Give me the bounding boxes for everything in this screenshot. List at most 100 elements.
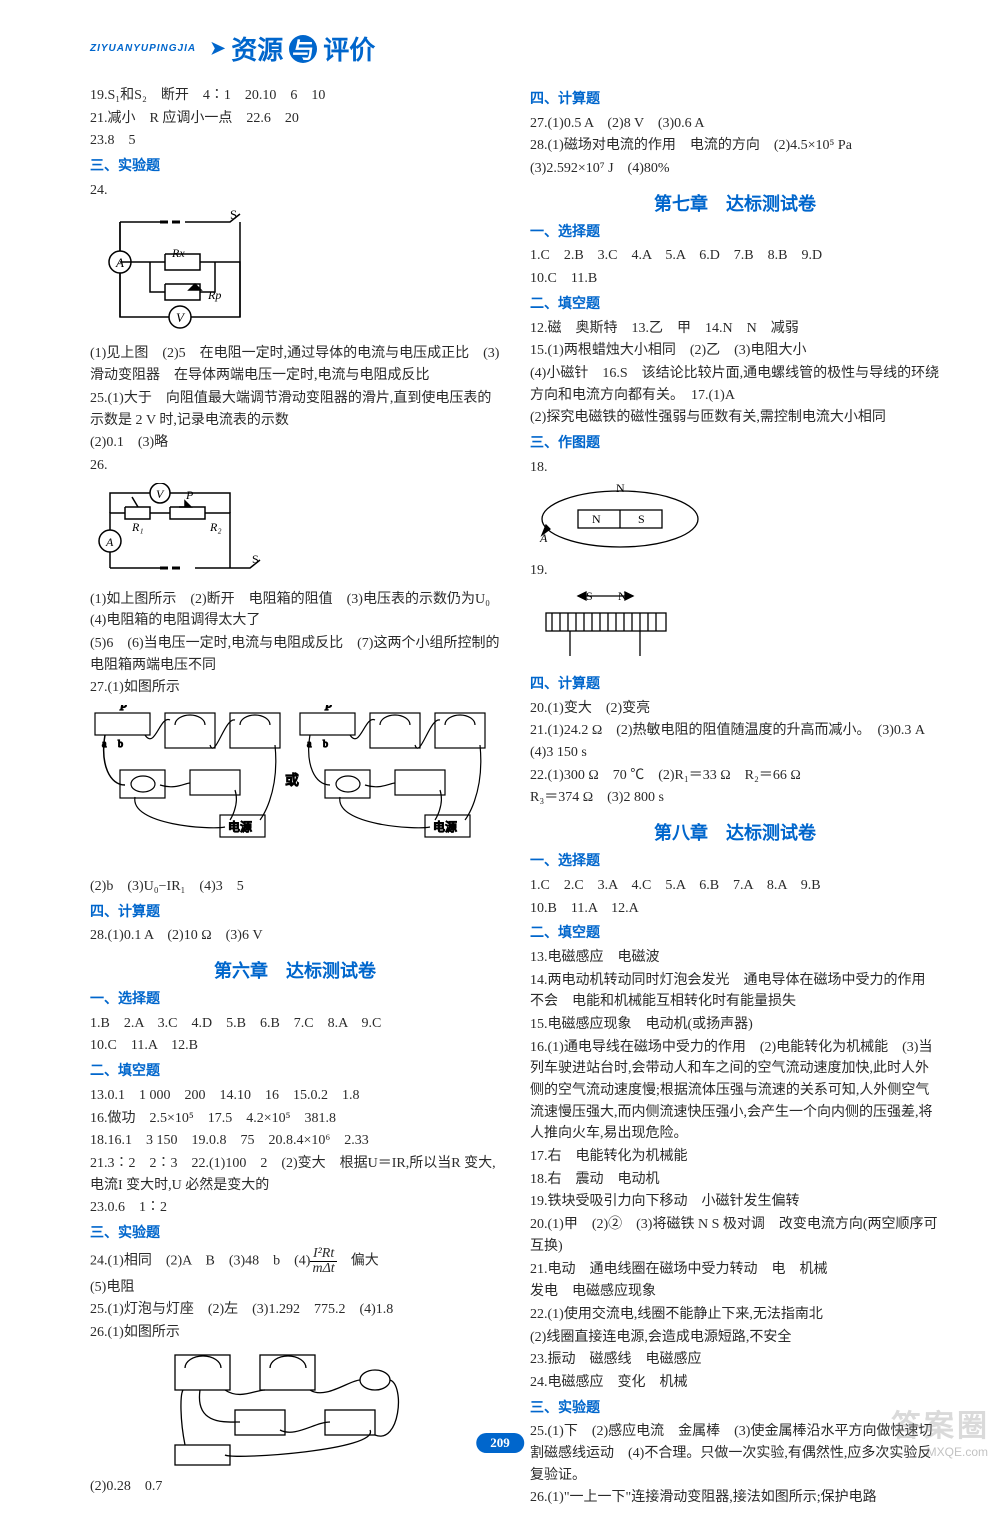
text-line: (2)0.28 0.7 [90, 1476, 500, 1498]
text-line: 20.(1)变大 (2)变亮 [530, 698, 940, 720]
section-heading: 二、填空题 [530, 923, 940, 945]
svg-text:a: a [102, 739, 107, 750]
text-line: (4)小磁针 16.S 该结论比较片面,通电螺线管的极性与导线的环绕方向和电流方… [530, 363, 940, 406]
text-line: R₃＝374 Ω (3)2 800 s [530, 787, 940, 809]
page-header: ZIYUANYUPINGJIA ➤ 资源 与 评价 [90, 30, 940, 67]
svg-text:N: N [618, 589, 627, 603]
right-column: 四、计算题 27.(1)0.5 A (2)8 V (3)0.6 A 28.(1)… [530, 85, 940, 1510]
watermark-url: MXQE.com [927, 1445, 988, 1459]
diagram-19: S N [530, 588, 940, 668]
text-line: 1.B 2.A 3.C 4.D 5.B 6.B 7.C 8.A 9.C [90, 1013, 500, 1035]
circuit-diagram-24: S A V Rx Rp [90, 207, 500, 337]
section-heading: 二、填空题 [90, 1061, 500, 1083]
watermark-text: 答案圈 [891, 1401, 990, 1445]
text-line: 26. [90, 455, 500, 477]
circuit-diagram-26b [90, 1350, 500, 1470]
section-heading: 一、选择题 [530, 222, 940, 244]
section-heading: 一、选择题 [530, 851, 940, 873]
svg-text:N: N [616, 484, 625, 495]
text-line: 12.磁 奥斯特 13.乙 甲 14.N N 减弱 [530, 318, 940, 340]
text-line: 10.C 11.A 12.B [90, 1035, 500, 1057]
section-heading: 四、计算题 [90, 902, 500, 924]
header-title-yu: 与 [289, 35, 317, 63]
text-line: 15.电磁感应现象 电动机(或扬声器) [530, 1014, 940, 1036]
arrow-icon: ➤ [210, 38, 225, 59]
text-line: (5)6 (6)当电压一定时,电流与电阻成反比 (7)这两个小组所控制的电阻箱两… [90, 633, 500, 676]
text-line: 21.减小 R 应调小一点 22.6 20 [90, 108, 500, 130]
text-line: (1)如上图所示 (2)断开 电阻箱的阻值 (3)电压表的示数仍为U₀ (4)电… [90, 589, 500, 632]
text-line: 27.(1)如图所示 [90, 677, 500, 699]
text-line: (2)b (3)U₀−IR₁ (4)3 5 [90, 876, 500, 898]
page-number-badge: 209 [476, 1433, 524, 1453]
text-line: 10.B 11.A 12.A [530, 898, 940, 920]
text-line: 16.做功 2.5×10⁵ 17.5 4.2×10⁵ 381.8 [90, 1108, 500, 1130]
text-line: 24.(1)相同 (2)A B (3)48 b (4) I²Rt mΔt 偏大 [90, 1247, 500, 1276]
text-line: 28.(1)0.1 A (2)10 Ω (3)6 V [90, 925, 500, 947]
svg-text:P: P [324, 705, 332, 713]
svg-text:R₁: R₁ [131, 520, 144, 534]
circuit-diagram-27: P a b 电源 [90, 705, 500, 870]
text-line: 24.电磁感应 变化 机械 [530, 1372, 940, 1394]
section-heading: 三、实验题 [90, 156, 500, 178]
text-line: 24. [90, 180, 500, 202]
section-heading: 三、实验题 [530, 1398, 940, 1420]
svg-text:Rp: Rp [207, 288, 221, 302]
left-column: 19.S₁和S₂ 断开 4∶1 20.10 6 10 21.减小 R 应调小一点… [90, 85, 500, 1510]
text-fragment: 偏大 [337, 1253, 379, 1268]
text-line: 23.0.6 1∶2 [90, 1197, 500, 1219]
svg-text:S: S [638, 512, 645, 526]
text-line: 1.C 2.C 3.A 4.C 5.A 6.B 7.A 8.A 9.B [530, 875, 940, 897]
section-heading: 三、作图题 [530, 433, 940, 455]
text-line: 1.C 2.B 3.C 4.A 5.A 6.D 7.B 8.B 9.D [530, 245, 940, 267]
header-title-prefix: 资源 [231, 30, 283, 67]
chapter-heading: 第七章 达标测试卷 [530, 190, 940, 216]
diagram-18: N N S A [530, 484, 940, 554]
text-line: 13.电磁感应 电磁波 [530, 947, 940, 969]
text-line: 18.右 震动 电动机 [530, 1169, 940, 1191]
text-line: 17.右 电能转化为机械能 [530, 1146, 940, 1168]
text-line: 27.(1)0.5 A (2)8 V (3)0.6 A [530, 113, 940, 135]
text-line: 19.S₁和S₂ 断开 4∶1 20.10 6 10 [90, 85, 500, 107]
section-heading: 四、计算题 [530, 89, 940, 111]
text-line: 13.0.1 1 000 200 14.10 16 15.0.2 1.8 [90, 1085, 500, 1107]
section-heading: 一、选择题 [90, 989, 500, 1011]
text-line: (2)线圈直接连电源,会造成电源短路,不安全 [530, 1327, 940, 1349]
text-line: 26.(1)如图所示 [90, 1322, 500, 1344]
circuit-diagram-26: A V R₁ R₂ P S [90, 483, 500, 583]
text-line: (5)电阻 [90, 1277, 500, 1299]
text-line: 23.振动 磁感线 电磁感应 [530, 1349, 940, 1371]
text-line: 23.8 5 [90, 130, 500, 152]
svg-text:a: a [307, 739, 312, 750]
text-line: 22.(1)300 Ω 70 ℃ (2)R₁＝33 Ω R₂＝66 Ω [530, 765, 940, 787]
text-line: (1)见上图 (2)5 在电阻一定时,通过导体的电流与电压成正比 (3)滑动变阻… [90, 343, 500, 386]
text-line: 发电 电磁感应现象 [530, 1281, 940, 1303]
text-line: 21.(1)24.2 Ω (2)热敏电阻的阻值随温度的升高而减小。 (3)0.3… [530, 720, 940, 763]
section-heading: 四、计算题 [530, 674, 940, 696]
text-line: 25.(1)灯泡与灯座 (2)左 (3)1.292 775.2 (4)1.8 [90, 1299, 500, 1321]
text-line: (2)0.1 (3)略 [90, 432, 500, 454]
text-line: 18.16.1 3 150 19.0.8 75 20.8.4×10⁶ 2.33 [90, 1130, 500, 1152]
text-line: 19. [530, 560, 940, 582]
svg-text:S: S [586, 589, 593, 603]
text-line: 16.(1)通电导线在磁场中受力的作用 (2)电能转化为机械能 (3)当列车驶进… [530, 1037, 940, 1145]
svg-text:或: 或 [285, 773, 299, 789]
svg-text:b: b [118, 739, 123, 750]
text-line: 20.(1)甲 (2)② (3)将磁铁 N S 极对调 改变电流方向(两空顺序可… [530, 1214, 940, 1257]
text-line: 14.两电动机转动同时灯泡会发光 通电导体在磁场中受力的作用 不会 电能和机械能… [530, 970, 940, 1013]
svg-text:电源: 电源 [433, 820, 457, 834]
svg-text:A: A [539, 531, 548, 545]
header-pinyin: ZIYUANYUPINGJIA [90, 43, 196, 54]
section-heading: 二、填空题 [530, 294, 940, 316]
text-line: 22.(1)使用交流电,线圈不能静止下来,无法指南北 [530, 1304, 940, 1326]
text-line: 18. [530, 457, 940, 479]
svg-text:A: A [105, 535, 114, 549]
text-line: 28.(1)磁场对电流的作用 电流的方向 (2)4.5×10⁵ Pa [530, 135, 940, 157]
fraction-bottom: mΔt [310, 1262, 336, 1276]
text-line: 25.(1)下 (2)感应电流 金属棒 (3)使金属棒沿水平方向做快速切割磁感线… [530, 1421, 940, 1486]
chapter-heading: 第六章 达标测试卷 [90, 957, 500, 983]
svg-text:b: b [323, 739, 328, 750]
svg-text:P: P [119, 705, 127, 713]
fraction-top: I²Rt [310, 1247, 336, 1262]
text-line: 25.(1)大于 向阻值最大端调节滑动变阻器的滑片,直到使电压表的示数是 2 V… [90, 388, 500, 431]
text-line: 21.3∶2 2∶3 22.(1)100 2 (2)变大 根据U＝IR,所以当R… [90, 1153, 500, 1196]
